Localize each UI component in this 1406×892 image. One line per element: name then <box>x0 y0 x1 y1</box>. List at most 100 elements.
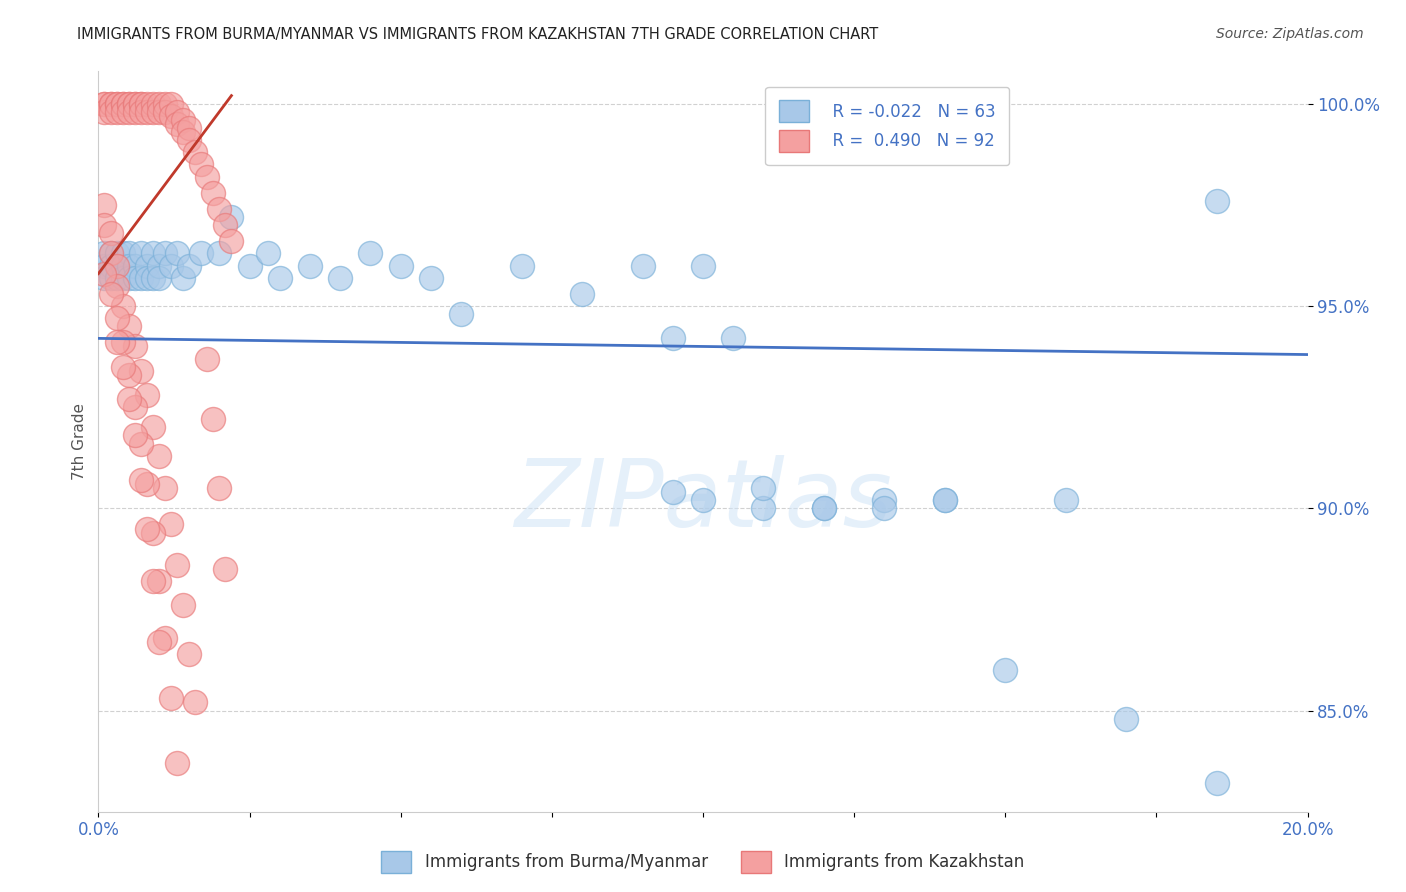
Point <box>93 96 115 111</box>
Point <box>142 525 165 540</box>
Point <box>692 493 714 508</box>
Point <box>100 226 122 240</box>
Point <box>129 473 152 487</box>
Point <box>124 259 146 273</box>
Point <box>202 186 225 200</box>
Point <box>172 825 194 839</box>
Point <box>179 120 201 135</box>
Point <box>166 756 188 771</box>
Point <box>184 145 207 160</box>
Point <box>148 449 170 463</box>
Point <box>1054 493 1077 508</box>
Point <box>184 696 207 710</box>
Point <box>129 436 152 450</box>
Point <box>631 259 654 273</box>
Point <box>208 481 231 495</box>
Point <box>118 104 141 119</box>
Point <box>179 259 201 273</box>
Point <box>118 270 141 285</box>
Point <box>190 157 212 171</box>
Point <box>166 558 188 572</box>
Point <box>661 331 683 345</box>
Point <box>172 112 194 127</box>
Point <box>179 133 201 147</box>
Point <box>510 259 533 273</box>
Point <box>124 104 146 119</box>
Point <box>142 270 165 285</box>
Point <box>160 96 183 111</box>
Point <box>269 270 291 285</box>
Point <box>105 278 128 293</box>
Point <box>142 104 165 119</box>
Point <box>129 364 152 378</box>
Point <box>93 267 115 281</box>
Point <box>813 501 835 516</box>
Point <box>148 259 170 273</box>
Point <box>166 104 188 119</box>
Point <box>256 246 278 260</box>
Point <box>142 574 165 588</box>
Point <box>135 388 157 402</box>
Point <box>105 270 128 285</box>
Point <box>135 104 157 119</box>
Point <box>135 477 157 491</box>
Point <box>111 359 134 374</box>
Point <box>661 485 683 500</box>
Point <box>153 481 176 495</box>
Point <box>118 392 141 406</box>
Point <box>105 104 128 119</box>
Point <box>752 501 775 516</box>
Point <box>100 96 122 111</box>
Point <box>195 351 218 366</box>
Point <box>166 117 188 131</box>
Point <box>148 270 170 285</box>
Point <box>994 663 1017 677</box>
Point <box>148 104 170 119</box>
Point <box>420 270 443 285</box>
Point <box>214 218 236 232</box>
Point <box>202 412 225 426</box>
Point <box>111 299 134 313</box>
Point <box>93 198 115 212</box>
Point <box>221 210 243 224</box>
Point <box>93 270 115 285</box>
Point <box>190 246 212 260</box>
Point <box>118 368 141 382</box>
Point <box>195 169 218 184</box>
Point <box>93 259 115 273</box>
Point <box>105 259 128 273</box>
Legend:   R = -0.022   N = 63,   R =  0.490   N = 92: R = -0.022 N = 63, R = 0.490 N = 92 <box>765 87 1010 165</box>
Point <box>172 270 194 285</box>
Point <box>160 517 183 532</box>
Point <box>214 562 236 576</box>
Point <box>129 96 152 111</box>
Point <box>221 234 243 248</box>
Point <box>160 691 183 706</box>
Point <box>111 104 134 119</box>
Point <box>100 286 122 301</box>
Point <box>124 428 146 442</box>
Point <box>105 335 128 350</box>
Point <box>148 635 170 649</box>
Point <box>692 259 714 273</box>
Point <box>1206 776 1229 790</box>
Point <box>166 246 188 260</box>
Point <box>124 96 146 111</box>
Point <box>118 319 141 334</box>
Point <box>124 270 146 285</box>
Point <box>118 96 141 111</box>
Point <box>105 96 128 111</box>
Point <box>1206 194 1229 208</box>
Text: IMMIGRANTS FROM BURMA/MYANMAR VS IMMIGRANTS FROM KAZAKHSTAN 7TH GRADE CORRELATIO: IMMIGRANTS FROM BURMA/MYANMAR VS IMMIGRA… <box>77 27 879 42</box>
Point <box>93 96 115 111</box>
Point <box>142 246 165 260</box>
Point <box>100 246 122 260</box>
Point <box>160 259 183 273</box>
Point <box>129 104 152 119</box>
Point <box>450 307 472 321</box>
Point <box>571 286 593 301</box>
Point <box>172 599 194 613</box>
Point <box>111 96 134 111</box>
Point <box>111 96 134 111</box>
Point <box>153 96 176 111</box>
